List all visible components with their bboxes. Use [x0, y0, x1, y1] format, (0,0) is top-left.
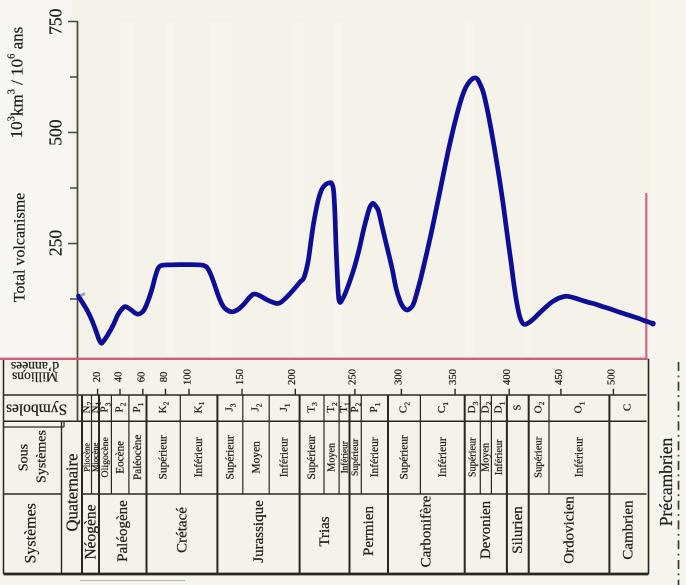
svg-text:300: 300	[393, 369, 404, 385]
svg-text:350: 350	[448, 369, 459, 385]
svg-text:P2: P2	[114, 402, 127, 412]
svg-text:Néogène: Néogène	[82, 504, 99, 559]
svg-text:P2: P2	[349, 402, 362, 412]
svg-text:Miocène: Miocène	[91, 442, 100, 472]
svg-text:500: 500	[606, 369, 617, 385]
svg-text:Jurassique: Jurassique	[251, 500, 267, 563]
svg-text:200: 200	[287, 369, 298, 385]
svg-text:Total volcanisme: Total volcanisme	[12, 193, 29, 303]
svg-text:Quaternaire: Quaternaire	[62, 454, 81, 532]
svg-text:Supérieur: Supérieur	[158, 435, 170, 479]
svg-text:Moyen: Moyen	[250, 441, 262, 474]
svg-text:Trias: Trias	[317, 516, 333, 546]
svg-text:Inférieur: Inférieur	[279, 437, 291, 477]
svg-text:Pliocène: Pliocène	[83, 443, 92, 472]
svg-text:C: C	[621, 404, 633, 411]
svg-text:J1: J1	[278, 403, 291, 411]
svg-text:Paléogène: Paléogène	[115, 500, 131, 562]
svg-text:P1: P1	[368, 402, 381, 412]
svg-text:Inférieur: Inférieur	[494, 439, 505, 475]
svg-text:Systèmes: Systèmes	[35, 430, 50, 483]
svg-text:450: 450	[554, 369, 565, 385]
svg-text:Inférieur: Inférieur	[574, 437, 586, 477]
svg-text:Oligocène: Oligocène	[100, 437, 111, 478]
svg-text:Supérieur: Supérieur	[399, 435, 411, 479]
svg-text:Carbonifère: Carbonifère	[419, 495, 435, 567]
svg-text:Inférieur: Inférieur	[193, 437, 205, 477]
svg-text:Inférieur: Inférieur	[369, 437, 381, 477]
svg-text:250: 250	[45, 230, 65, 257]
svg-text:Devonien: Devonien	[478, 500, 494, 559]
svg-text:Supérieur: Supérieur	[224, 435, 236, 479]
svg-text:P3: P3	[99, 402, 112, 412]
svg-text:80: 80	[159, 372, 170, 383]
svg-text:Silurien: Silurien	[510, 506, 526, 554]
svg-text:C1: C1	[436, 402, 449, 413]
svg-text:Cambrien: Cambrien	[620, 500, 636, 560]
svg-text:500: 500	[45, 119, 65, 146]
svg-text:Précambrien: Précambrien	[656, 438, 676, 527]
svg-text:T2: T2	[325, 402, 338, 413]
svg-text:J2: J2	[250, 403, 263, 411]
svg-text:Systèmes: Systèmes	[23, 503, 40, 563]
svg-text:P1: P1	[131, 402, 144, 412]
svg-text:Moyen: Moyen	[481, 443, 492, 472]
svg-text:Inférieur: Inférieur	[437, 437, 449, 477]
svg-text:J3: J3	[224, 403, 237, 411]
svg-text:Moyen: Moyen	[326, 443, 337, 472]
svg-text:T3: T3	[305, 402, 318, 413]
svg-text:T1: T1	[338, 402, 351, 413]
svg-text:d’années: d’années	[11, 359, 59, 374]
svg-text:Supérieur: Supérieur	[534, 436, 545, 478]
svg-text:100: 100	[182, 369, 193, 385]
svg-text:Eocène: Eocène	[114, 441, 126, 474]
svg-text:Paléocène: Paléocène	[132, 435, 144, 480]
svg-text:150: 150	[235, 369, 246, 385]
svg-text:750: 750	[45, 8, 65, 35]
svg-text:103km3 / 106 ans: 103km3 / 106 ans	[6, 27, 26, 139]
svg-text:Millions: Millions	[12, 370, 58, 385]
svg-text:C2: C2	[398, 402, 411, 413]
svg-text:400: 400	[502, 369, 513, 385]
svg-text:Permien: Permien	[361, 506, 377, 556]
svg-text:60: 60	[136, 372, 147, 383]
svg-text:Supérieur: Supérieur	[467, 437, 478, 477]
svg-text:40: 40	[114, 372, 125, 383]
svg-text:Sous: Sous	[17, 444, 32, 471]
svg-text:20: 20	[92, 372, 103, 383]
svg-text:250: 250	[348, 369, 359, 385]
svg-text:Supérieur: Supérieur	[306, 435, 318, 479]
svg-text:Ordovicien: Ordovicien	[561, 496, 577, 564]
svg-text:Supérieur: Supérieur	[350, 438, 361, 476]
svg-text:Crétacé: Crétacé	[174, 507, 190, 553]
svg-text:Symboles: Symboles	[6, 401, 67, 418]
svg-text:Inférieur: Inférieur	[340, 441, 350, 473]
svg-text:S: S	[511, 404, 523, 410]
